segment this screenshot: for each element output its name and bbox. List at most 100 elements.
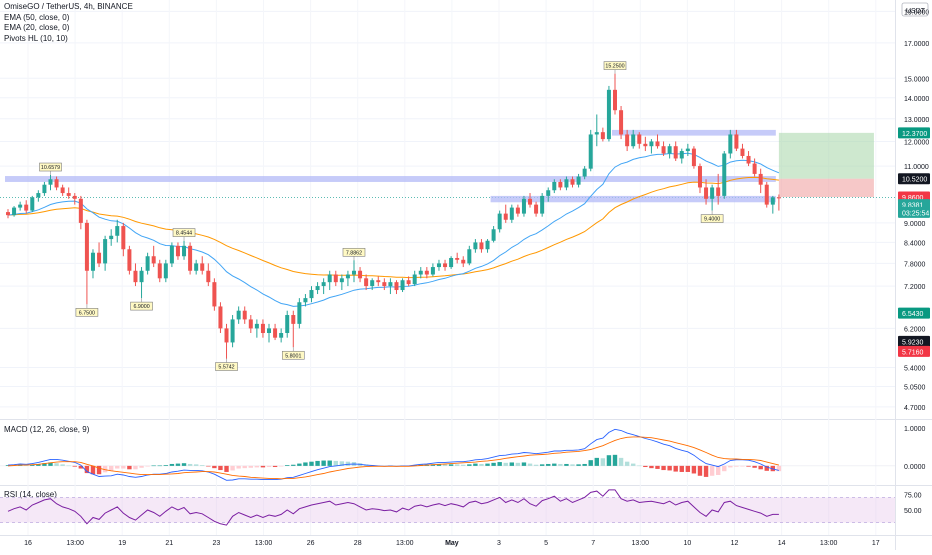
candle[interactable] [351, 260, 356, 283]
candle[interactable] [406, 276, 411, 287]
candle[interactable] [297, 298, 302, 329]
candle[interactable] [84, 219, 89, 305]
candle[interactable] [224, 323, 229, 359]
candle[interactable] [485, 239, 490, 253]
study-pivots[interactable]: Pivots HL (10, 10) [4, 33, 68, 43]
candle[interactable] [327, 270, 332, 291]
candle[interactable] [376, 276, 381, 287]
candle[interactable] [600, 127, 605, 142]
candle[interactable] [339, 274, 344, 291]
candle[interactable] [613, 73, 617, 115]
candle[interactable] [242, 306, 247, 324]
candle[interactable] [42, 181, 47, 196]
candle[interactable] [6, 209, 10, 219]
candle[interactable] [12, 206, 17, 217]
candle[interactable] [418, 267, 423, 279]
candle[interactable] [722, 151, 727, 199]
candle[interactable] [382, 278, 387, 291]
candle[interactable] [734, 129, 739, 152]
candle[interactable] [552, 179, 557, 194]
candle[interactable] [236, 306, 241, 324]
candle[interactable] [18, 201, 23, 211]
candle[interactable] [606, 85, 611, 142]
candle[interactable] [479, 239, 484, 253]
candle[interactable] [364, 274, 369, 291]
candle[interactable] [194, 259, 199, 275]
candle[interactable] [594, 114, 599, 147]
candle[interactable] [497, 210, 502, 233]
candle[interactable] [716, 173, 721, 205]
candle[interactable] [673, 141, 678, 161]
candle[interactable] [764, 181, 769, 208]
candle[interactable] [315, 282, 320, 295]
candle[interactable] [273, 323, 278, 341]
candle[interactable] [412, 270, 417, 287]
candle[interactable] [710, 184, 715, 211]
candle[interactable] [78, 195, 83, 230]
candle[interactable] [303, 294, 308, 307]
candle[interactable] [212, 278, 217, 311]
candle[interactable] [121, 222, 126, 257]
candle[interactable] [145, 252, 150, 275]
candle[interactable] [491, 226, 496, 243]
candle[interactable] [540, 193, 545, 217]
candle[interactable] [109, 229, 114, 246]
candle[interactable] [588, 129, 593, 172]
candle[interactable] [515, 204, 520, 217]
candle[interactable] [115, 219, 120, 243]
candle[interactable] [509, 204, 514, 223]
candle[interactable] [443, 259, 448, 271]
candle[interactable] [291, 310, 296, 348]
candle[interactable] [770, 195, 775, 214]
candle[interactable] [151, 245, 156, 268]
candle[interactable] [285, 310, 290, 338]
candle[interactable] [169, 242, 174, 268]
candle[interactable] [436, 259, 441, 271]
candle[interactable] [97, 242, 102, 268]
symbol-title[interactable]: OmiseGO / TetherUS, 4h, BINANCE [4, 2, 133, 11]
candle[interactable] [133, 263, 138, 287]
candle[interactable] [655, 134, 660, 149]
candle[interactable] [467, 245, 472, 266]
candle[interactable] [503, 204, 508, 223]
candle[interactable] [254, 319, 259, 338]
candle[interactable] [746, 151, 751, 167]
candle[interactable] [90, 249, 95, 279]
candle[interactable] [175, 242, 180, 260]
candle[interactable] [321, 278, 326, 295]
candle[interactable] [388, 278, 393, 295]
candle[interactable] [643, 136, 648, 152]
candle[interactable] [248, 315, 253, 334]
candle[interactable] [473, 239, 478, 253]
candle[interactable] [188, 242, 193, 275]
candle[interactable] [267, 323, 272, 343]
candle[interactable] [157, 259, 162, 283]
candle[interactable] [60, 184, 65, 196]
candle[interactable] [66, 187, 71, 199]
candle[interactable] [625, 129, 630, 152]
candle[interactable] [758, 168, 763, 194]
candle[interactable] [309, 286, 314, 303]
candle[interactable] [631, 129, 636, 149]
candle[interactable] [558, 179, 563, 191]
candle[interactable] [218, 302, 223, 334]
candle[interactable] [30, 195, 35, 213]
candle[interactable] [394, 280, 399, 295]
candle[interactable] [697, 163, 702, 194]
candle[interactable] [752, 158, 757, 177]
candle[interactable] [637, 132, 642, 149]
candle[interactable] [36, 190, 41, 202]
candle[interactable] [576, 173, 581, 188]
candle[interactable] [127, 245, 132, 275]
study-ema20[interactable]: EMA (20, close, 0) [4, 23, 70, 33]
candle[interactable] [667, 143, 672, 159]
candle[interactable] [661, 141, 666, 156]
candle[interactable] [619, 106, 624, 140]
candle[interactable] [570, 176, 575, 188]
candle[interactable] [564, 176, 569, 191]
candle[interactable] [461, 256, 466, 268]
candle[interactable] [24, 200, 29, 214]
candle[interactable] [345, 270, 350, 287]
candle[interactable] [182, 240, 187, 260]
